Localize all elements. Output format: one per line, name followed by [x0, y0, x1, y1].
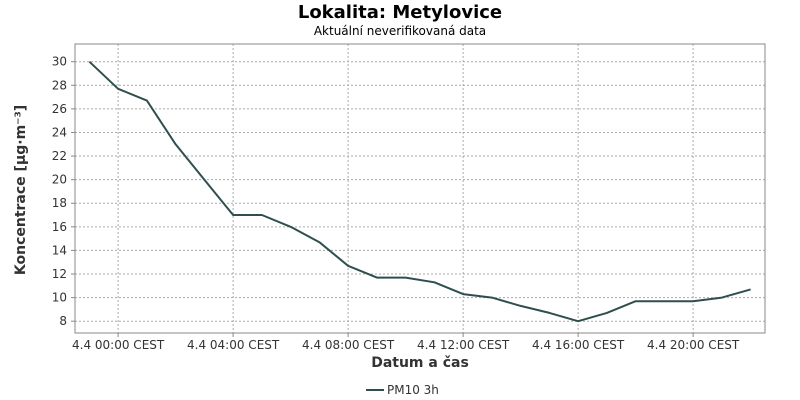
y-axis-ticks: 8 10 12 14 16 18 20 22 24 26 28 30 — [52, 55, 75, 328]
chart-title: Lokalita: Metylovice — [298, 2, 502, 23]
y-tick-label: 28 — [52, 78, 67, 92]
x-tick-label: 4.4 12:00 CEST — [417, 338, 510, 352]
x-tick-label: 4.4 04:00 CEST — [187, 338, 280, 352]
y-tick-label: 30 — [52, 55, 67, 69]
x-tick-label: 4.4 00:00 CEST — [72, 338, 165, 352]
x-tick-label: 4.4 08:00 CEST — [302, 338, 395, 352]
plot-border — [74, 43, 766, 334]
series-line-pm10 — [88, 60, 751, 323]
y-tick-label: 8 — [59, 314, 67, 328]
y-axis-label: Koncentrace [µg·m⁻³] — [13, 105, 29, 275]
plot-area — [75, 44, 765, 333]
series-layer — [88, 60, 751, 323]
y-tick-label: 22 — [52, 149, 67, 163]
y-tick-label: 14 — [52, 243, 67, 257]
y-tick-label: 10 — [52, 291, 67, 305]
x-axis-ticks: 4.4 00:00 CEST 4.4 04:00 CEST 4.4 08:00 CE… — [72, 333, 740, 352]
y-tick-label: 16 — [52, 220, 67, 234]
legend-label-pm10: PM10 3h — [387, 383, 439, 397]
y-tick-label: 26 — [52, 102, 67, 116]
y-tick-label: 24 — [52, 125, 67, 139]
grid — [75, 44, 765, 333]
chart-subtitle: Aktuální neverifikovaná data — [314, 24, 486, 38]
legend: PM10 3h — [366, 383, 439, 397]
y-tick-label: 20 — [52, 173, 67, 187]
y-tick-label: 12 — [52, 267, 67, 281]
y-tick-label: 18 — [52, 196, 67, 210]
x-tick-label: 4.4 16:00 CEST — [532, 338, 625, 352]
x-axis-label: Datum a čas — [371, 355, 469, 371]
x-tick-label: 4.4 20:00 CEST — [647, 338, 740, 352]
